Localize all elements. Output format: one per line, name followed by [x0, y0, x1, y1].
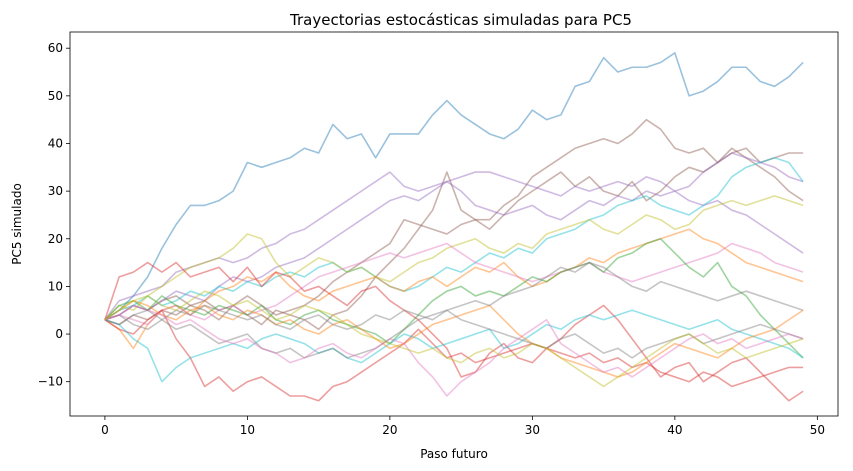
y-tick-label: 60 — [48, 41, 63, 55]
plot-frame — [69, 31, 839, 417]
x-tick-label: 40 — [667, 423, 682, 437]
y-axis-ticks: −10 0 10 20 30 40 50 60 — [38, 41, 70, 389]
trajectory-line-4 — [104, 152, 804, 321]
trajectories — [104, 52, 804, 402]
x-tick-label: 30 — [525, 423, 540, 437]
trajectory-line-9 — [104, 242, 804, 326]
trajectory-line-3 — [104, 147, 804, 331]
chart-title: Trayectorias estocásticas simuladas para… — [289, 11, 632, 29]
y-tick-label: 10 — [48, 279, 63, 293]
x-tick-label: 0 — [101, 423, 109, 437]
trajectory-line-18 — [104, 290, 804, 388]
trajectory-line-12 — [104, 309, 804, 402]
y-axis-label: PC5 simulado — [10, 183, 24, 265]
trajectory-line-11 — [104, 261, 804, 402]
trajectory-line-6 — [104, 156, 804, 321]
trajectory-line-13 — [104, 309, 804, 383]
x-tick-label: 20 — [382, 423, 397, 437]
x-tick-label: 50 — [810, 423, 825, 437]
trajectory-line-15 — [104, 261, 804, 331]
y-tick-label: −10 — [38, 375, 63, 389]
x-axis-label: Paso futuro — [420, 447, 488, 461]
y-tick-label: 50 — [48, 89, 63, 103]
y-tick-label: 0 — [55, 327, 63, 341]
x-tick-label: 10 — [240, 423, 255, 437]
trajectory-line-5 — [104, 171, 804, 321]
trajectory-line-7 — [104, 195, 804, 321]
trajectory-line-14 — [104, 299, 804, 378]
trajectory-line-1 — [104, 52, 804, 321]
y-tick-label: 30 — [48, 184, 63, 198]
trajectory-line-17 — [104, 304, 804, 397]
trajectory-line-2 — [104, 118, 804, 321]
trajectory-line-10 — [104, 237, 804, 359]
trajectory-line-8 — [104, 228, 804, 350]
y-tick-label: 40 — [48, 136, 63, 150]
trajectory-line-16 — [104, 309, 804, 359]
y-tick-label: 20 — [48, 232, 63, 246]
x-axis-ticks: 0 10 20 30 40 50 — [101, 416, 825, 437]
